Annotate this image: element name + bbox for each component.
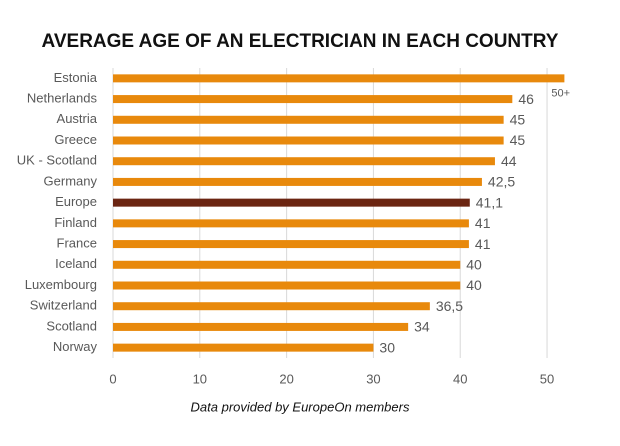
- y-tick-label: Europe: [55, 194, 97, 209]
- value-label: 46: [518, 91, 534, 107]
- y-tick-label: UK - Scotland: [17, 153, 97, 168]
- y-tick-label: France: [57, 236, 97, 251]
- value-label: 41,1: [476, 194, 503, 210]
- bar: [113, 240, 469, 249]
- bar: [113, 198, 470, 207]
- bar: [113, 281, 461, 290]
- chart-title: AVERAGE AGE OF AN ELECTRICIAN IN EACH CO…: [42, 31, 559, 52]
- value-label: 34: [414, 319, 430, 335]
- value-label: 40: [466, 277, 482, 293]
- bar: [113, 343, 374, 352]
- y-tick-label: Scotland: [46, 318, 97, 333]
- value-label: 45: [510, 132, 526, 148]
- bar: [113, 302, 430, 311]
- bar: [113, 136, 504, 145]
- x-tick-label: 20: [279, 371, 293, 386]
- y-tick-label: Germany: [44, 173, 98, 188]
- y-tick-label: Austria: [57, 111, 98, 126]
- y-tick-label: Netherlands: [27, 91, 98, 106]
- bar: [113, 74, 565, 83]
- bar: [113, 177, 482, 186]
- y-tick-label: Switzerland: [30, 298, 97, 313]
- y-tick-label: Luxembourg: [25, 277, 97, 292]
- value-label: 30: [379, 339, 395, 355]
- y-tick-label: Norway: [53, 339, 98, 354]
- bar: [113, 95, 513, 104]
- bar: [113, 260, 461, 269]
- value-label: 50+: [551, 87, 570, 99]
- y-tick-label: Iceland: [55, 256, 97, 271]
- y-tick-label: Finland: [54, 215, 97, 230]
- x-tick-label: 0: [109, 371, 116, 386]
- value-label: 42,5: [488, 174, 515, 190]
- footnote: Data provided by EuropeOn members: [191, 399, 410, 414]
- x-tick-label: 30: [366, 371, 380, 386]
- value-label: 45: [510, 111, 526, 127]
- bar: [113, 157, 495, 166]
- bar: [113, 322, 409, 331]
- bar: [113, 219, 469, 228]
- value-label: 36,5: [436, 298, 463, 314]
- value-label: 40: [466, 256, 482, 272]
- value-label: 41: [475, 236, 491, 252]
- value-label: 44: [501, 153, 517, 169]
- bar: [113, 115, 504, 124]
- x-tick-label: 50: [540, 371, 554, 386]
- value-label: 41: [475, 215, 491, 231]
- x-tick-label: 40: [453, 371, 467, 386]
- y-tick-label: Estonia: [54, 70, 98, 85]
- y-tick-label: Greece: [54, 132, 97, 147]
- x-tick-label: 10: [193, 371, 207, 386]
